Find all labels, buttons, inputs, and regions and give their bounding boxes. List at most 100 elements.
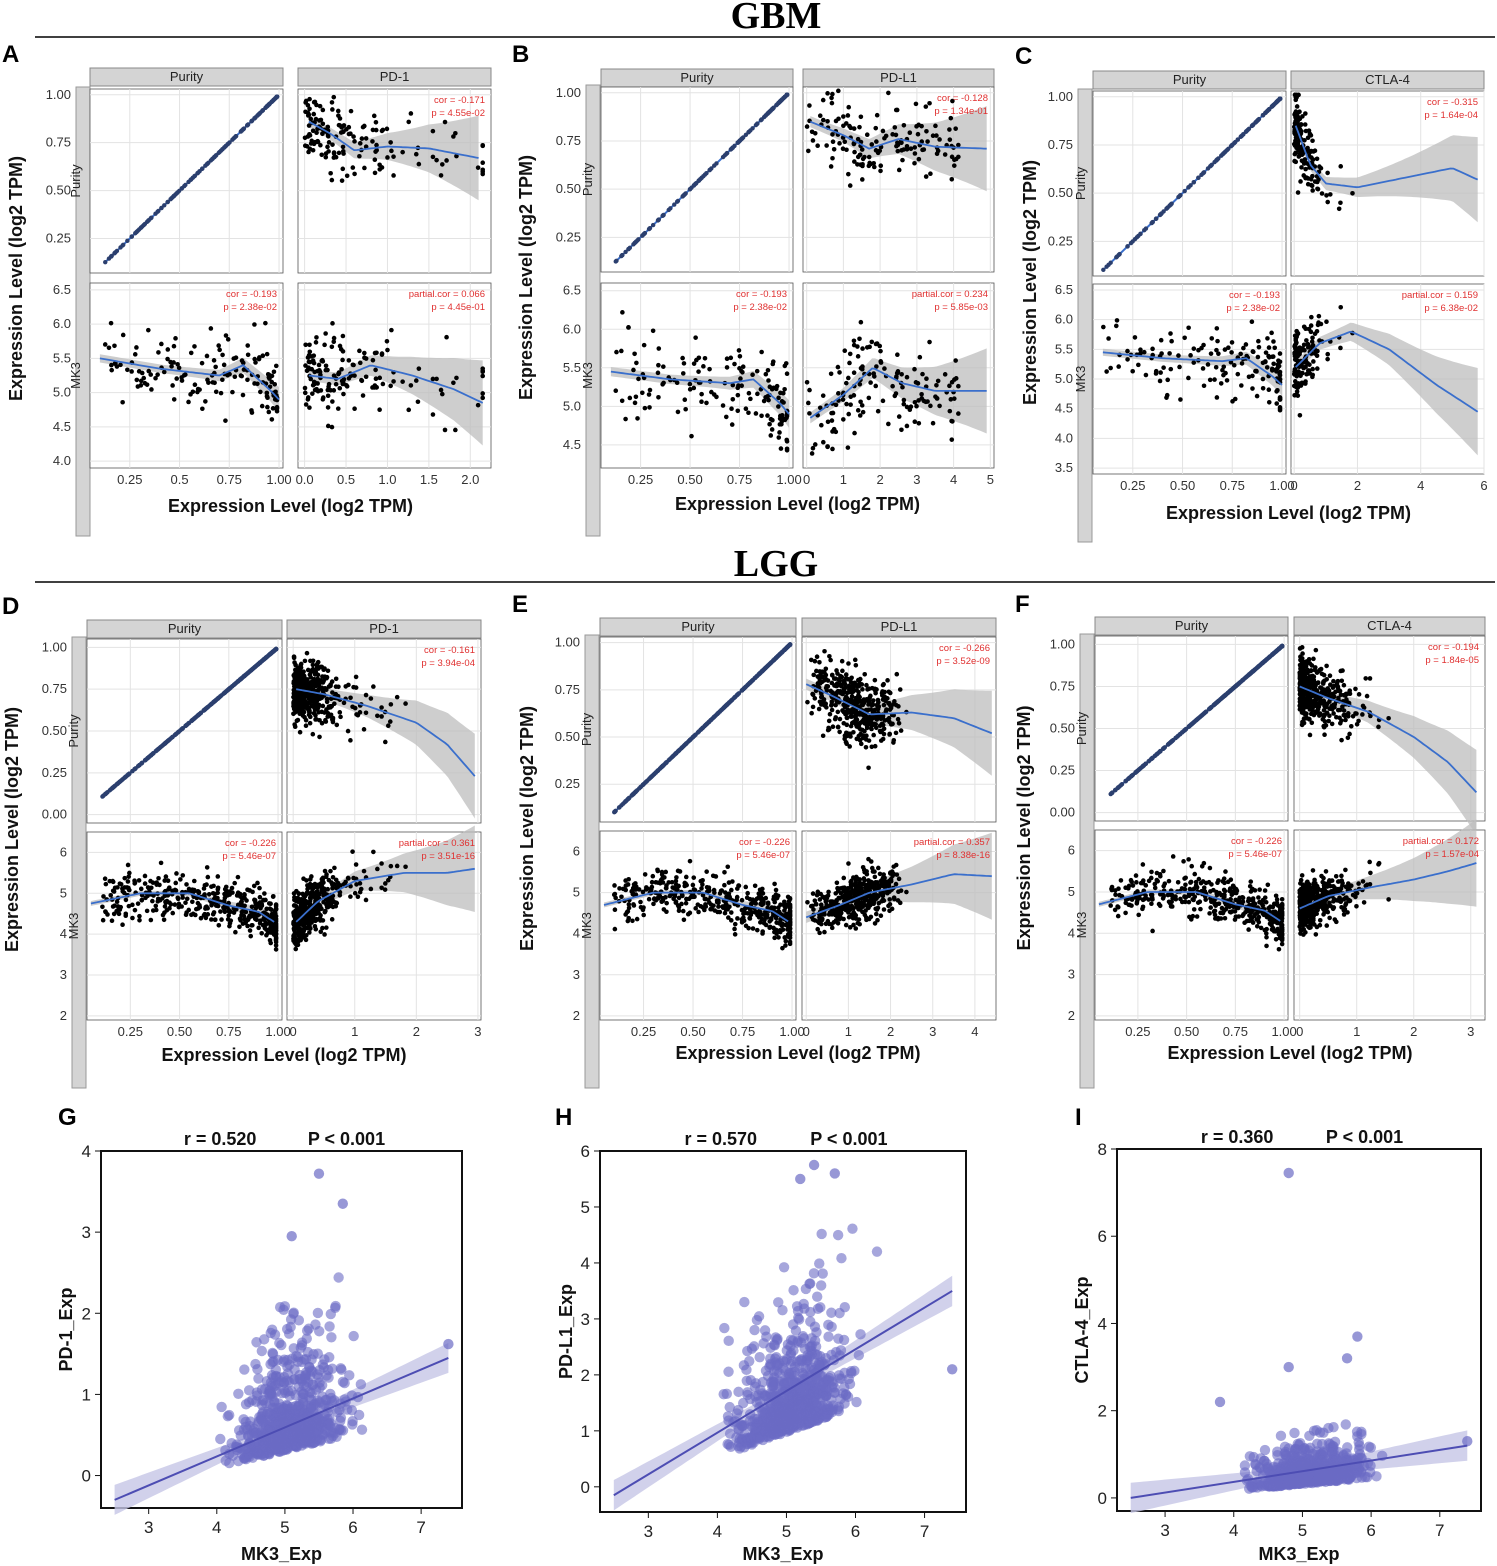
- data-point: [377, 407, 382, 413]
- data-point: [847, 360, 852, 366]
- data-point: [772, 881, 777, 887]
- data-point: [142, 758, 148, 763]
- data-point: [833, 402, 839, 408]
- data-point: [269, 379, 275, 385]
- data-point: [391, 173, 396, 178]
- data-point: [1143, 226, 1149, 231]
- data-point: [165, 356, 170, 362]
- data-point: [869, 142, 875, 147]
- data-point: [641, 912, 647, 918]
- data-point: [294, 704, 300, 710]
- data-point: [750, 926, 756, 931]
- data-point: [373, 127, 379, 133]
- data-point: [776, 100, 781, 106]
- data-point: [362, 350, 367, 356]
- data-point: [273, 947, 279, 952]
- p-value-label: p = 4.45e-01: [431, 302, 485, 313]
- data-point: [387, 719, 393, 724]
- x-tick-label: 1: [840, 472, 847, 487]
- data-point: [1221, 372, 1226, 378]
- data-point: [707, 167, 713, 172]
- data-point: [763, 371, 769, 377]
- data-point: [400, 379, 405, 384]
- data-point: [882, 366, 887, 371]
- data-point: [1138, 347, 1143, 352]
- confidence-band: [610, 367, 789, 428]
- data-point: [1220, 367, 1225, 373]
- data-point: [1277, 395, 1283, 400]
- data-point: [864, 132, 870, 137]
- data-point: [924, 376, 929, 381]
- y-tick-label: 1.00: [555, 635, 580, 650]
- data-point: [869, 726, 874, 732]
- data-point: [348, 108, 354, 114]
- data-point: [934, 151, 940, 156]
- strip-label-col2: PD-1: [369, 621, 399, 636]
- data-point: [312, 380, 318, 385]
- data-point: [307, 342, 312, 348]
- data-point: [1307, 149, 1313, 155]
- data-point: [215, 874, 221, 879]
- data-point: [1269, 330, 1274, 336]
- correlation-label: partial.cor = 0.066: [409, 289, 485, 300]
- strip-label-row2: MK3: [1073, 366, 1088, 393]
- data-point: [1295, 119, 1300, 125]
- data-point: [1292, 353, 1298, 359]
- data-point: [314, 130, 319, 136]
- data-point: [860, 409, 866, 415]
- data-point: [1141, 349, 1147, 355]
- data-point: [406, 119, 412, 125]
- data-point: [1106, 262, 1111, 267]
- data-point: [656, 394, 661, 400]
- data-point: [114, 364, 120, 369]
- data-point: [1312, 179, 1318, 184]
- data-point: [403, 701, 408, 706]
- strip-col2: [297, 67, 492, 87]
- data-point: [857, 381, 863, 387]
- data-point: [184, 722, 189, 728]
- data-point: [190, 899, 195, 905]
- data-point: [394, 863, 400, 869]
- data-point: [206, 160, 211, 166]
- data-point: [1292, 112, 1298, 118]
- data-point: [371, 849, 376, 855]
- data-point: [130, 915, 135, 921]
- data-point: [830, 410, 836, 416]
- data-point: [912, 151, 918, 156]
- data-point: [1296, 381, 1301, 386]
- data-point: [328, 868, 333, 874]
- data-point: [647, 387, 653, 393]
- data-point: [759, 413, 764, 419]
- data-point: [258, 389, 263, 395]
- data-point: [1143, 372, 1149, 378]
- data-point: [773, 887, 779, 893]
- data-point: [1292, 151, 1298, 157]
- data-point: [824, 705, 829, 710]
- data-point: [1232, 396, 1238, 402]
- data-point: [1165, 205, 1170, 210]
- data-point: [165, 347, 171, 352]
- data-point: [304, 878, 309, 883]
- data-point: [268, 923, 273, 928]
- data-point: [843, 672, 849, 677]
- data-point: [848, 714, 854, 719]
- data-point: [699, 399, 704, 405]
- data-point: [1303, 175, 1308, 181]
- data-point: [1191, 346, 1197, 351]
- data-point: [660, 875, 665, 881]
- data-point: [807, 103, 812, 108]
- data-point: [1241, 132, 1246, 137]
- data-point: [339, 178, 345, 183]
- data-point: [1274, 389, 1279, 394]
- data-point: [480, 368, 486, 374]
- data-point: [183, 372, 188, 377]
- data-point: [340, 144, 346, 150]
- data-point: [313, 918, 318, 924]
- data-point: [304, 701, 310, 707]
- data-point: [866, 765, 871, 771]
- p-value-label: p = 2.38e-02: [733, 302, 787, 313]
